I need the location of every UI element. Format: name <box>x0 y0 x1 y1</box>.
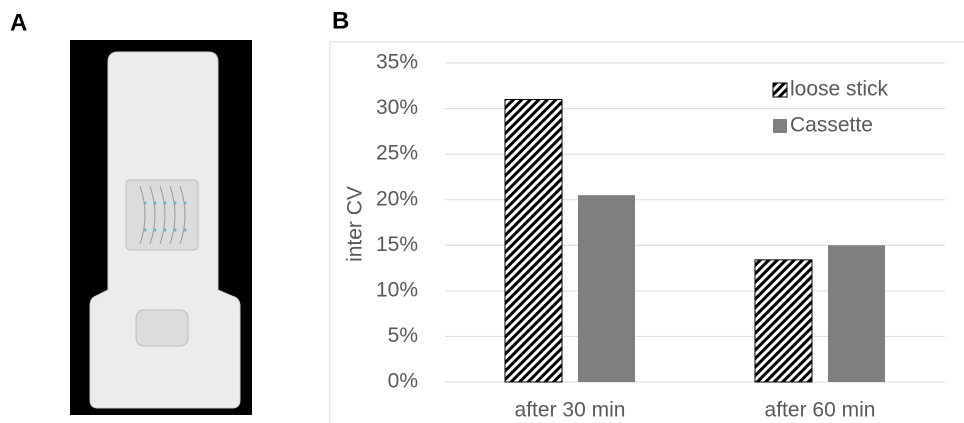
legend-swatch <box>773 119 787 133</box>
legend-label: loose stick <box>790 78 889 101</box>
y-tick-label: 35% <box>376 51 418 74</box>
y-tick-label: 10% <box>376 278 418 301</box>
y-tick-label: 30% <box>376 96 418 119</box>
bar <box>578 195 635 382</box>
bar <box>504 98 563 383</box>
legend-swatch <box>772 82 788 98</box>
panel-label: B <box>332 7 349 34</box>
y-axis-label: inter CV <box>344 186 367 262</box>
bar <box>828 245 885 382</box>
panel-label: A <box>10 9 27 36</box>
y-tick-label: 15% <box>376 233 418 256</box>
y-tick-label: 20% <box>376 187 418 210</box>
y-tick-label: 5% <box>388 324 418 347</box>
x-tick-label: after 60 min <box>765 399 876 422</box>
legend-label: Cassette <box>790 114 873 137</box>
device-photo <box>70 40 252 415</box>
x-tick-label: after 30 min <box>515 399 626 422</box>
bar <box>754 259 813 383</box>
chart-frame <box>329 41 964 423</box>
y-tick-label: 25% <box>376 142 418 165</box>
y-tick-label: 0% <box>388 370 418 393</box>
